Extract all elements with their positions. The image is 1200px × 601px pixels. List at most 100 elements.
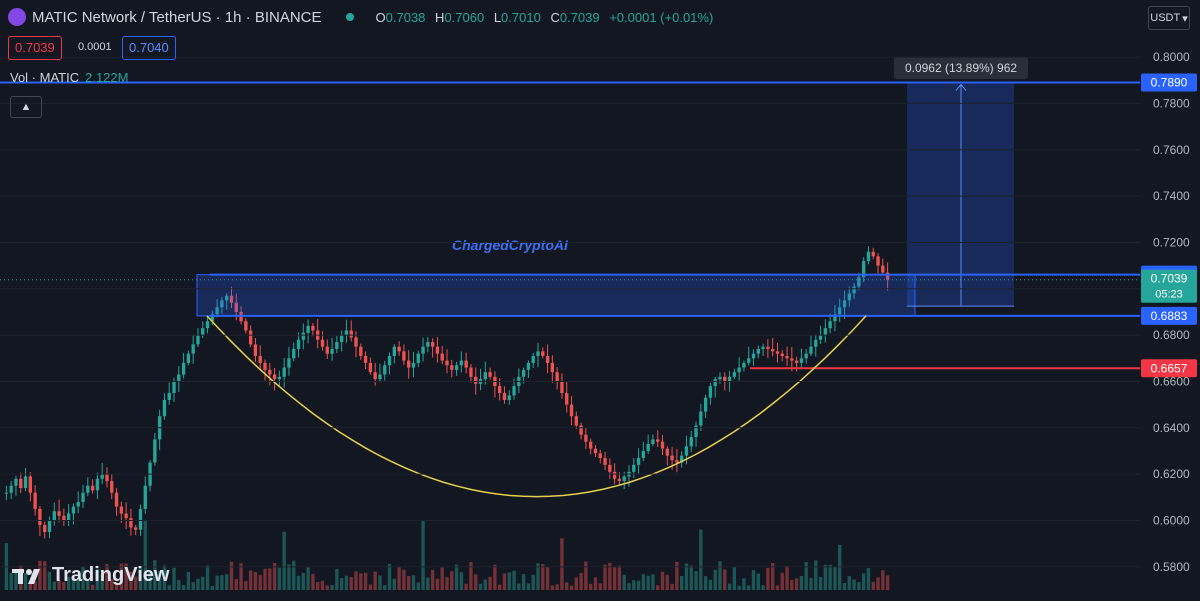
candle-body [234,302,238,312]
volume-bar [177,580,181,590]
candle-body [737,367,741,373]
volume-bar [498,584,502,590]
volume-bar [95,569,100,590]
volume-bar [502,573,507,590]
candle-body [62,515,66,521]
candle-body [469,367,473,377]
volume-bar [62,582,66,590]
candle-body [14,478,18,486]
candle-body [339,335,344,343]
candle-body [775,351,780,354]
candle-body [162,400,167,417]
volume-bar [153,560,157,590]
volume-bar [416,582,420,590]
candle-body [574,416,578,426]
candle-body [565,393,569,405]
volume-bar [134,576,138,590]
volume-bar [469,562,473,590]
candle-body [785,355,789,359]
candle-body [536,351,540,356]
volume-bar [608,562,612,590]
candle-body [541,351,545,356]
candle-body [617,478,622,482]
volume-bar [512,570,516,590]
volume-bar [76,579,80,590]
candle-body [38,508,42,526]
level-price-text: 0.6657 [1151,361,1188,375]
measure-label: 0.0962 (13.89%) 962 [894,57,1028,79]
volume-bar [593,577,598,590]
volume-bar [272,562,277,590]
candle-body [311,325,315,331]
volume-bar [871,581,875,590]
volume-bar [636,580,641,590]
volume-bar [344,575,349,590]
volume-bar [828,564,832,590]
volume-bar [306,567,310,590]
volume-bar [799,575,804,590]
volume-bar [737,585,741,590]
volume-bar [785,565,789,590]
volume-bar [378,575,382,590]
volume-bar [885,575,890,590]
symbol-title[interactable]: MATIC Network / TetherUS · 1h · BINANCE [32,8,322,26]
candle-body [684,446,689,456]
buy-price-button[interactable]: 0.7040 [122,36,176,60]
candle-body [181,362,186,375]
candle-body [397,346,401,352]
candle-body [545,355,550,363]
volume-bar [282,531,286,590]
candle-body [823,328,828,336]
candle-body [632,464,636,472]
candle-body [263,362,267,370]
volume-bar [857,582,861,590]
drawings: ChargedCryptoAI 0.0962 (13.89%) 962 [0,57,1140,498]
volume-bar [114,582,119,590]
currency-selector[interactable]: USDT ▾ [1148,6,1190,30]
volume-bar [474,574,478,590]
candle-body [732,372,737,377]
candle-body [100,474,104,479]
candle-body [378,374,382,380]
volume-bar [86,580,90,590]
countdown-text: 05:23 [1155,289,1183,301]
y-tick-label: 0.6200 [1153,467,1190,481]
cup-curve [206,315,867,498]
candle-body [703,397,708,412]
candle-body [153,439,157,463]
level-price-text: 0.6883 [1151,309,1188,323]
volume-bar [143,521,147,590]
candle-body [368,362,373,373]
volume-bar [699,529,703,590]
volume-bar [641,574,646,590]
candle-body [134,527,138,530]
candle-body [220,300,224,308]
volume-bar [866,568,871,590]
volume-bar [689,565,693,590]
volume-bar [794,578,799,590]
current-price-label: 0.7039 05:23 [1141,269,1197,303]
volume-bar [23,573,28,590]
candle-body [411,362,416,368]
volume-bar [584,561,588,590]
tradingview-logo[interactable]: TradingView [12,564,169,587]
candle-body [804,353,808,359]
candle-body [186,353,191,363]
level-price-label: 0.6883 [1141,306,1197,325]
volume-bar [751,570,756,590]
candle-body [689,437,693,447]
measure-label-text: 0.0962 (13.89%) 962 [905,61,1017,75]
volume-value: 2.122M [85,70,129,85]
volume-bar [368,584,373,590]
candle-body [579,425,583,435]
volume-bar [301,572,306,590]
sell-price-button[interactable]: 0.7039 [8,36,62,60]
candle-body [857,277,861,287]
volume-bar [555,584,559,590]
volume-bar [71,579,76,590]
candle-body [33,492,37,509]
candle-body [416,353,420,363]
candle-body [512,386,516,396]
candle-body [694,425,698,438]
collapse-legend-button[interactable]: ▲ [10,96,42,118]
